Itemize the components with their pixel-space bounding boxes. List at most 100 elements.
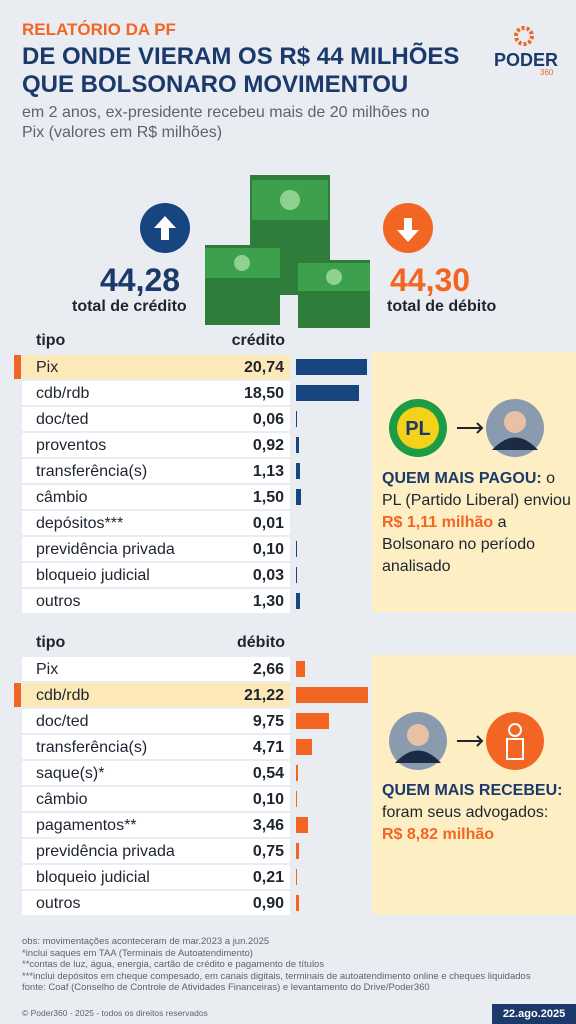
value-label: 1,30 [252,593,284,610]
title: DE ONDE VIERAM OS R$ 44 MILHÕES [22,43,460,70]
table-row: outros 0,90 [22,891,290,915]
bar [296,869,297,885]
table-row: transferência(s) 1,13 [22,459,290,483]
category-label: pagamentos** [36,817,137,834]
callout-panel [372,655,576,915]
category-label: câmbio [36,489,88,506]
value-label: 20,74 [243,359,284,376]
category-label: previdência privada [36,843,175,860]
category-label: outros [36,895,81,912]
callout-amount: R$ 1,11 milhão [382,514,494,531]
value-label: 2,66 [252,661,284,678]
callout-lead: QUEM MAIS PAGOU: [382,470,542,487]
value-label: 0,06 [252,411,284,428]
category-label: bloqueio judicial [36,567,150,584]
column-header: tipo [36,332,66,349]
bar [296,817,308,833]
value-label: 0,10 [252,791,284,808]
callout-text: QUEM MAIS PAGOU: o PL (Partido Liberal) … [382,468,572,578]
value-label: 3,46 [252,817,284,834]
logo-icon [514,26,534,46]
value-label: 0,10 [252,541,284,558]
note: ***inclui depósitos em cheque compesado,… [22,970,531,982]
column-header: crédito [231,332,285,349]
notes: obs: movimentações aconteceram de mar.20… [22,936,562,994]
table-row: Pix 2,66 [22,657,290,681]
bar [296,895,300,911]
value-label: 0,75 [252,843,284,860]
copyright: © Poder360 - 2025 - todos os direitos re… [22,1008,208,1018]
table-row: pagamentos** 3,46 [22,813,290,837]
category-label: transferência(s) [36,739,148,756]
value-label: 0,54 [252,765,284,782]
note: **contas de luz, água, energia, cartão d… [22,959,325,970]
debit-total-label: total de débito [387,298,497,315]
category-label: câmbio [36,791,88,808]
category-label: depósitos*** [36,515,124,532]
table-row: transferência(s) 4,71 [22,735,290,759]
callout-body: o PL (Partido Liberal) enviou [382,470,571,509]
logo: PODER [494,50,559,70]
row-marker [14,683,21,707]
bar [296,687,369,703]
callout-body: a Bolsonaro no período analisado [382,514,535,575]
value-label: 0,03 [252,567,284,584]
subtitle: Pix (valores em R$ milhões) [22,124,223,141]
category-label: Pix [36,359,59,376]
callout-panel [372,352,576,612]
note: fonte: Coaf (Conselho de Controle de Ati… [22,982,430,993]
category-label: cdb/rdb [36,385,90,402]
credit-total: 44,28 [100,262,181,298]
pl-logo: PL [405,418,431,440]
row-marker [14,355,21,379]
category-label: bloqueio judicial [36,869,150,886]
bar [296,765,298,781]
bar [296,489,302,505]
value-label: 1,13 [252,463,284,480]
category-label: proventos [36,437,107,454]
callout-body: foram seus advogados: [382,804,549,821]
category-label: Pix [36,661,59,678]
table-row: depósitos*** 0,01 [22,511,290,535]
category-label: doc/ted [36,713,89,730]
bar [296,385,359,401]
table-row: doc/ted 9,75 [22,709,290,733]
table-row: previdência privada 0,10 [22,537,290,561]
column-header: tipo [36,634,66,651]
kicker: RELATÓRIO DA PF [22,20,176,39]
bar [296,843,299,859]
table-row: cdb/rdb 21,22 [22,683,290,707]
table-row: bloqueio judicial 0,03 [22,563,290,587]
table-row: saque(s)* 0,54 [22,761,290,785]
table-row: outros 1,30 [22,589,290,613]
table-row: Pix 20,74 [22,355,290,379]
logo-sub: 360 [540,68,554,77]
value-label: 0,01 [252,515,284,532]
bar [296,359,367,375]
bar [296,661,306,677]
table-row: cdb/rdb 18,50 [22,381,290,405]
debit-total: 44,30 [390,262,471,298]
table-row: proventos 0,92 [22,433,290,457]
bar [296,739,312,755]
table-row: câmbio 0,10 [22,787,290,811]
hero-art [140,175,433,328]
category-label: doc/ted [36,411,89,428]
callout-amount: R$ 8,82 milhão [382,826,495,843]
table-row: doc/ted 0,06 [22,407,290,431]
value-label: 0,21 [252,869,284,886]
callout-lead: QUEM MAIS RECEBEU: [382,782,563,799]
category-label: outros [36,593,81,610]
table-row: previdência privada 0,75 [22,839,290,863]
value-label: 0,92 [252,437,284,454]
callout-icons [389,712,544,770]
category-label: saque(s)* [36,765,105,782]
note: *inclui saques em TAA (Terminais de Auto… [22,947,253,959]
bar [296,437,300,453]
value-label: 0,90 [252,895,284,912]
table-row: câmbio 1,50 [22,485,290,509]
date-badge: 22.ago.2025 [492,1004,576,1024]
credit-total-label: total de crédito [72,298,187,315]
value-label: 4,71 [252,739,284,756]
